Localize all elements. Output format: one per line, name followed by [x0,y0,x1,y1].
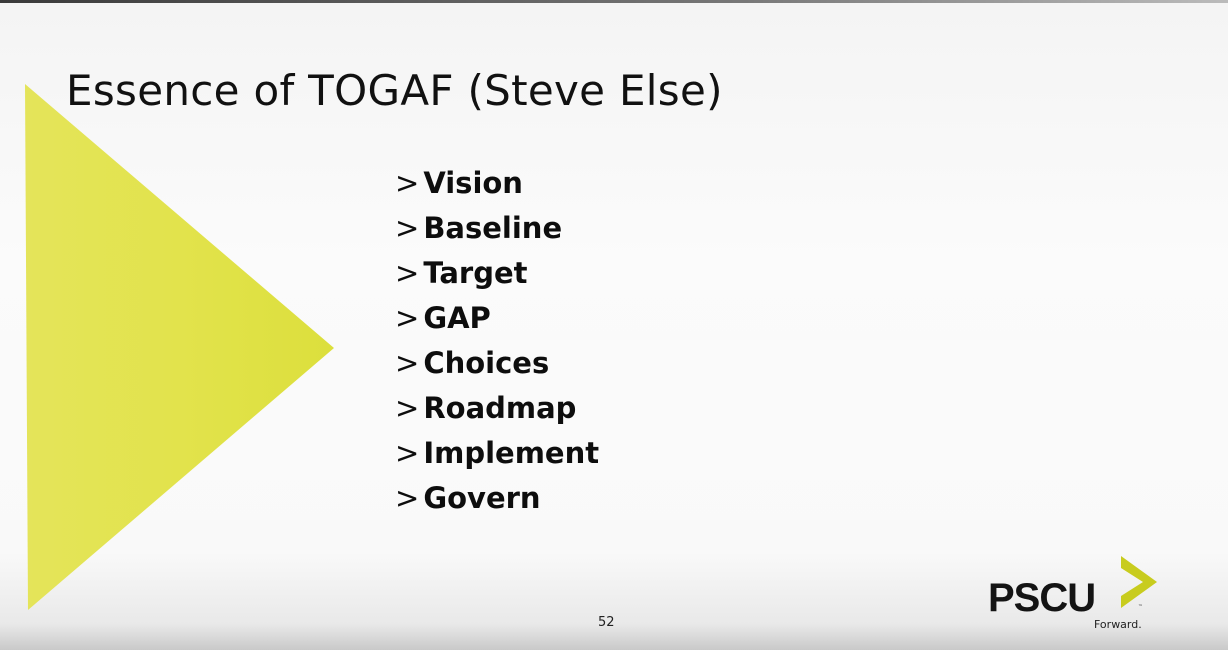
window-top-edge [0,0,1228,3]
pscu-logo: PSCU ™ Forward. [988,556,1168,636]
bullet-item: > Target [395,254,599,299]
bullet-marker: > [395,301,420,335]
bullet-marker: > [395,346,420,380]
bullet-text: Baseline [423,211,563,245]
bullet-marker: > [395,481,420,515]
bullet-text: Choices [423,346,550,380]
bullet-item: > Baseline [395,209,599,254]
bullet-marker: > [395,391,420,425]
bullet-text: Govern [423,481,541,515]
logo-tagline: Forward. [1094,618,1142,631]
bullet-item: > Implement [395,434,599,479]
slide-title: Essence of TOGAF (Steve Else) [66,66,723,115]
chevron-icon [1121,556,1157,608]
bullet-marker: > [395,256,420,290]
bullet-item: > Roadmap [395,389,599,434]
bullet-marker: > [395,211,420,245]
bullet-marker: > [395,166,420,200]
yellow-triangle-shape [25,84,334,610]
bullet-text: GAP [423,301,491,335]
bullet-item: > GAP [395,299,599,344]
bullet-text: Roadmap [423,391,577,425]
bullet-item: > Govern [395,479,599,524]
logo-wordmark: PSCU [988,576,1096,620]
logo-trademark: ™ [1138,604,1143,610]
bullet-marker: > [395,436,420,470]
bullet-text: Target [423,256,528,290]
page-number: 52 [598,615,615,630]
bullet-item: > Vision [395,164,599,209]
bullet-item: > Choices [395,344,599,389]
bullet-list: > Vision > Baseline > Target > GAP > Choices … [395,164,599,524]
bullet-text: Vision [423,166,523,200]
bullet-text: Implement [423,436,600,470]
